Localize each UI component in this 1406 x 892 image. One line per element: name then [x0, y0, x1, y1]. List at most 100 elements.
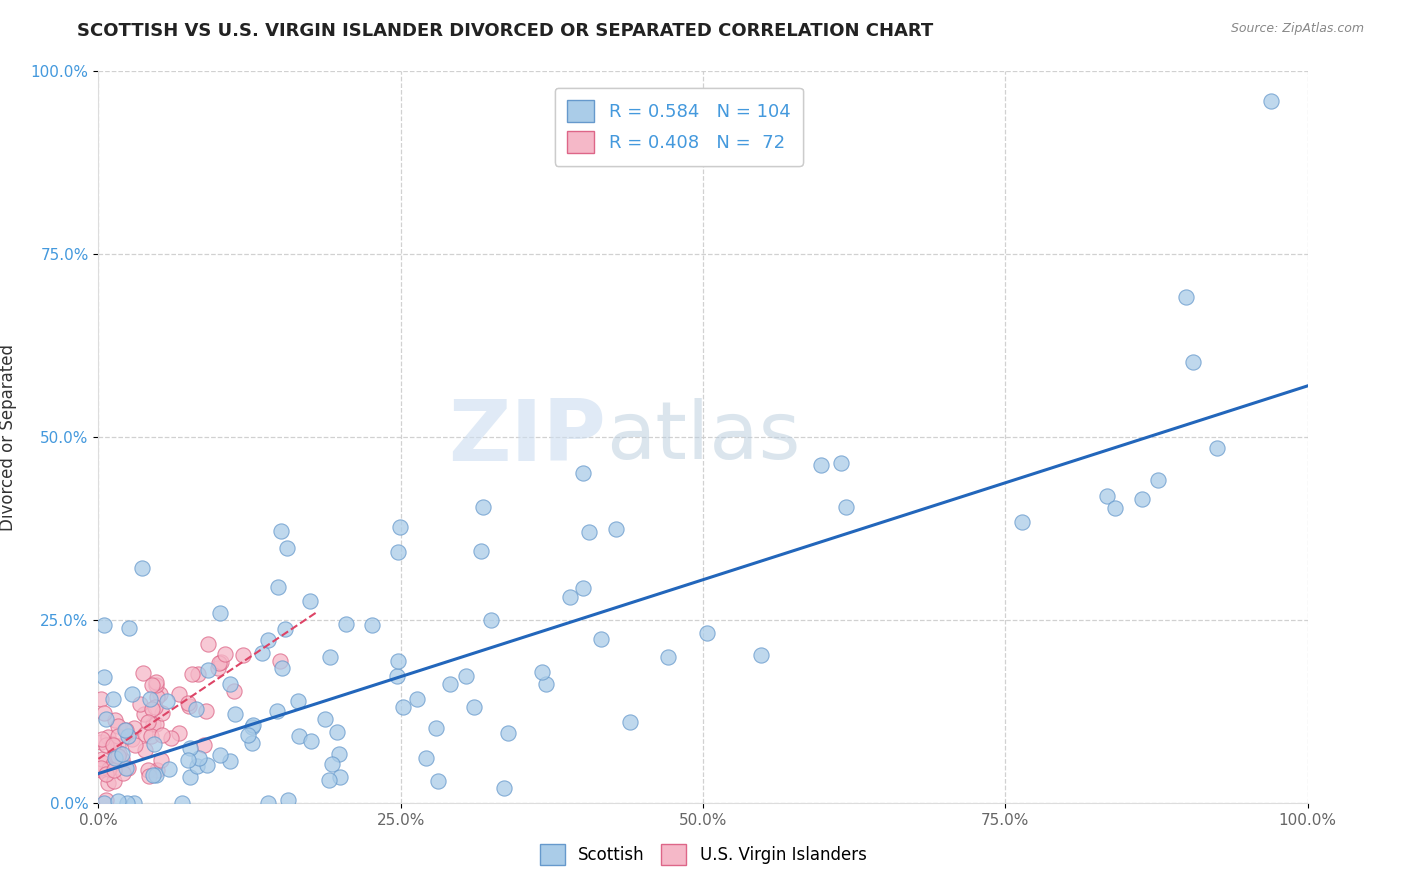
Point	[361, 617, 384, 632]
Point	[176, 752, 198, 766]
Point	[114, 723, 136, 738]
Point	[1147, 474, 1170, 488]
Point	[122, 721, 145, 735]
Point	[470, 544, 492, 558]
Point	[107, 794, 129, 808]
Point	[145, 674, 167, 689]
Point	[169, 725, 191, 739]
Point	[131, 561, 153, 575]
Point	[1011, 516, 1033, 530]
Point	[197, 636, 219, 650]
Point	[232, 648, 254, 662]
Point	[270, 661, 292, 675]
Point	[591, 632, 613, 647]
Point	[124, 738, 146, 752]
Point	[195, 757, 218, 772]
Text: atlas: atlas	[606, 398, 800, 476]
Point	[132, 706, 155, 721]
Point	[276, 541, 298, 555]
Point	[90, 735, 112, 749]
Point	[657, 650, 679, 665]
Point	[454, 669, 477, 683]
Point	[481, 613, 503, 627]
Point	[835, 500, 858, 515]
Point	[605, 522, 627, 536]
Point	[117, 761, 139, 775]
Text: Source: ZipAtlas.com: Source: ZipAtlas.com	[1230, 22, 1364, 36]
Point	[90, 764, 112, 778]
Point	[93, 796, 115, 810]
Point	[115, 796, 138, 810]
Point	[391, 699, 413, 714]
Point	[94, 739, 117, 753]
Point	[110, 751, 132, 765]
Point	[197, 663, 219, 677]
Point	[104, 713, 127, 727]
Point	[101, 738, 124, 752]
Text: ZIP: ZIP	[449, 395, 606, 479]
Point	[236, 728, 259, 742]
Point	[114, 761, 136, 775]
Point	[136, 763, 159, 777]
Point	[117, 621, 139, 635]
Point	[266, 704, 288, 718]
Point	[209, 655, 232, 669]
Point	[156, 694, 179, 708]
Point	[179, 741, 201, 756]
Point	[124, 796, 146, 810]
Point	[111, 747, 134, 762]
Point	[107, 748, 129, 763]
Point	[160, 731, 183, 745]
Point	[142, 737, 165, 751]
Point	[389, 520, 412, 534]
Point	[172, 796, 194, 810]
Point	[146, 690, 169, 705]
Point	[193, 738, 215, 752]
Point	[114, 723, 136, 737]
Point	[141, 702, 163, 716]
Point	[328, 747, 350, 761]
Point	[184, 702, 207, 716]
Point	[1205, 442, 1227, 456]
Point	[108, 746, 131, 760]
Point	[117, 729, 139, 743]
Point	[107, 719, 129, 733]
Point	[269, 654, 291, 668]
Point	[90, 692, 112, 706]
Point	[141, 677, 163, 691]
Point	[572, 581, 595, 595]
Point	[145, 677, 167, 691]
Point	[98, 762, 121, 776]
Point	[169, 687, 191, 701]
Point	[1182, 354, 1205, 368]
Point	[131, 665, 153, 680]
Point	[496, 725, 519, 739]
Point	[145, 763, 167, 777]
Point	[314, 712, 336, 726]
Point	[288, 729, 311, 743]
Point	[91, 756, 114, 771]
Point	[101, 737, 124, 751]
Point	[277, 793, 299, 807]
Point	[425, 721, 447, 735]
Point	[209, 747, 232, 762]
Point	[257, 796, 280, 810]
Point	[387, 544, 409, 558]
Point	[145, 716, 167, 731]
Legend: R = 0.584   N = 104, R = 0.408   N =  72: R = 0.584 N = 104, R = 0.408 N = 72	[554, 87, 803, 166]
Point	[195, 704, 218, 718]
Point	[415, 750, 437, 764]
Point	[274, 622, 297, 636]
Point	[179, 771, 201, 785]
Point	[186, 759, 208, 773]
Point	[90, 761, 112, 775]
Point	[136, 714, 159, 729]
Point	[321, 757, 343, 772]
Point	[101, 691, 124, 706]
Point	[1130, 492, 1153, 507]
Point	[157, 762, 180, 776]
Point	[319, 650, 342, 665]
Point	[150, 728, 173, 742]
Point	[97, 730, 120, 744]
Point	[439, 677, 461, 691]
